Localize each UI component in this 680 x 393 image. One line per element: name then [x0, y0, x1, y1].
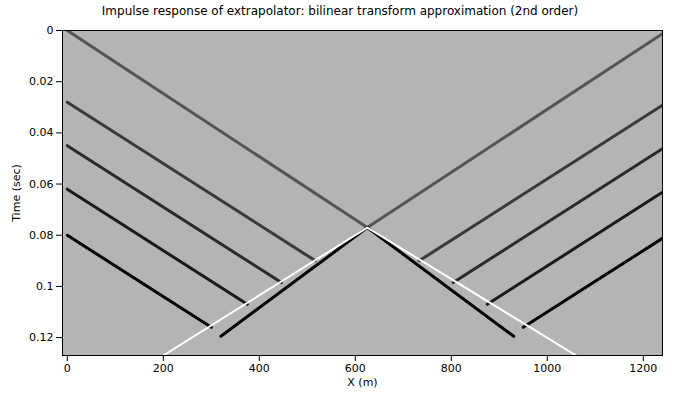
html-text:Impulse response of extrapolat: Impulse response of extrapolator: biline…	[101, 4, 579, 18]
svg-text:X (m): X (m)	[347, 376, 377, 389]
svg-text:Time (sec): Time (sec)	[10, 164, 23, 223]
svg-text:0.02: 0.02	[29, 75, 54, 88]
svg-text:1000: 1000	[533, 362, 561, 375]
svg-text:800: 800	[441, 362, 462, 375]
svg-text:600: 600	[345, 362, 366, 375]
svg-text:0.06: 0.06	[29, 178, 54, 191]
svg-text:0.1: 0.1	[36, 280, 54, 293]
svg-text:0.08: 0.08	[29, 229, 54, 242]
svg-text:400: 400	[249, 362, 270, 375]
svg-text:0: 0	[64, 362, 71, 375]
svg-text:0.12: 0.12	[29, 331, 54, 344]
svg-text:0: 0	[47, 24, 54, 37]
svg-text:1200: 1200	[629, 362, 657, 375]
svg-text:0.04: 0.04	[29, 126, 54, 139]
svg-text:200: 200	[153, 362, 174, 375]
